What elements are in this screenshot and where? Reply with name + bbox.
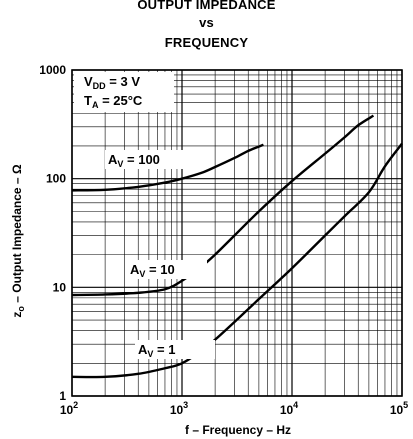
condition-main: V <box>84 74 93 89</box>
condition-rest: = 3 V <box>106 74 141 89</box>
y-axis-label: zo – Output Impedance – Ω <box>10 164 26 318</box>
x-tick-label: 105 <box>390 400 408 417</box>
y-tick-label: 100 <box>46 172 66 186</box>
condition-main: T <box>84 93 92 108</box>
series-label-sub: V <box>117 159 123 169</box>
chart-title-line-3: FREQUENCY <box>164 35 249 50</box>
x-tick-exponent: 5 <box>403 400 408 410</box>
y-tick-label: 1 <box>59 389 66 403</box>
series-label-sub: V <box>139 269 145 279</box>
condition-sub: A <box>92 100 99 110</box>
series-label-rest: = 10 <box>145 262 174 277</box>
condition-rest: = 25°C <box>98 93 142 108</box>
chart-title-line-2: vs <box>199 15 214 30</box>
series-label: AV = 10 <box>130 262 175 279</box>
series-label-rest: = 100 <box>123 152 160 167</box>
condition-text: VDD = 3 V <box>84 74 140 91</box>
y-axis-label-main: z <box>10 312 24 318</box>
series-label-rest: = 1 <box>153 342 175 357</box>
x-tick-base: 10 <box>60 403 74 417</box>
x-tick-exponent: 2 <box>73 400 78 410</box>
plot-frame <box>71 69 403 397</box>
x-axis-label: f – Frequency – Hz <box>185 423 291 437</box>
x-tick-label: 102 <box>60 400 78 417</box>
y-tick-label: 1000 <box>39 63 66 77</box>
series-label-bg <box>127 260 207 279</box>
minor-gridlines <box>72 70 402 396</box>
y-tick-label: 10 <box>53 280 67 294</box>
x-tick-base: 10 <box>280 403 294 417</box>
x-tick-exponent: 3 <box>183 400 188 410</box>
series-label-bg <box>135 340 215 359</box>
condition-text: TA = 25°C <box>84 93 143 110</box>
y-tick-labels: 1 10 100 1000 <box>39 63 66 403</box>
y-axis-label-rest: – Output Impedance – Ω <box>10 164 24 306</box>
x-tick-label: 104 <box>280 400 298 417</box>
chart-title-line-1: OUTPUT IMPEDANCE <box>137 0 276 12</box>
series-label-sub: V <box>147 349 153 359</box>
series-label: AV = 100 <box>108 152 160 169</box>
test-conditions: VDD = 3 V TA = 25°C <box>74 72 174 112</box>
y-axis-label-sub: o <box>16 306 26 312</box>
series-label-main: A <box>138 342 148 357</box>
series-label-main: A <box>130 262 140 277</box>
x-tick-base: 10 <box>170 403 184 417</box>
condition-sub: DD <box>93 81 106 91</box>
x-tick-exponent: 4 <box>293 400 298 410</box>
x-tick-label: 103 <box>170 400 188 417</box>
x-tick-base: 10 <box>390 403 404 417</box>
series-curves <box>71 114 403 379</box>
series-line-2 <box>71 142 403 379</box>
conditions-bg <box>74 72 174 112</box>
series-line-1 <box>71 114 375 297</box>
series-line-0 <box>71 143 264 192</box>
x-tick-labels: 102 103 104 105 <box>60 400 408 417</box>
series-label-main: A <box>108 152 118 167</box>
series-label-bg <box>105 150 185 169</box>
series-label: AV = 1 <box>138 342 175 359</box>
